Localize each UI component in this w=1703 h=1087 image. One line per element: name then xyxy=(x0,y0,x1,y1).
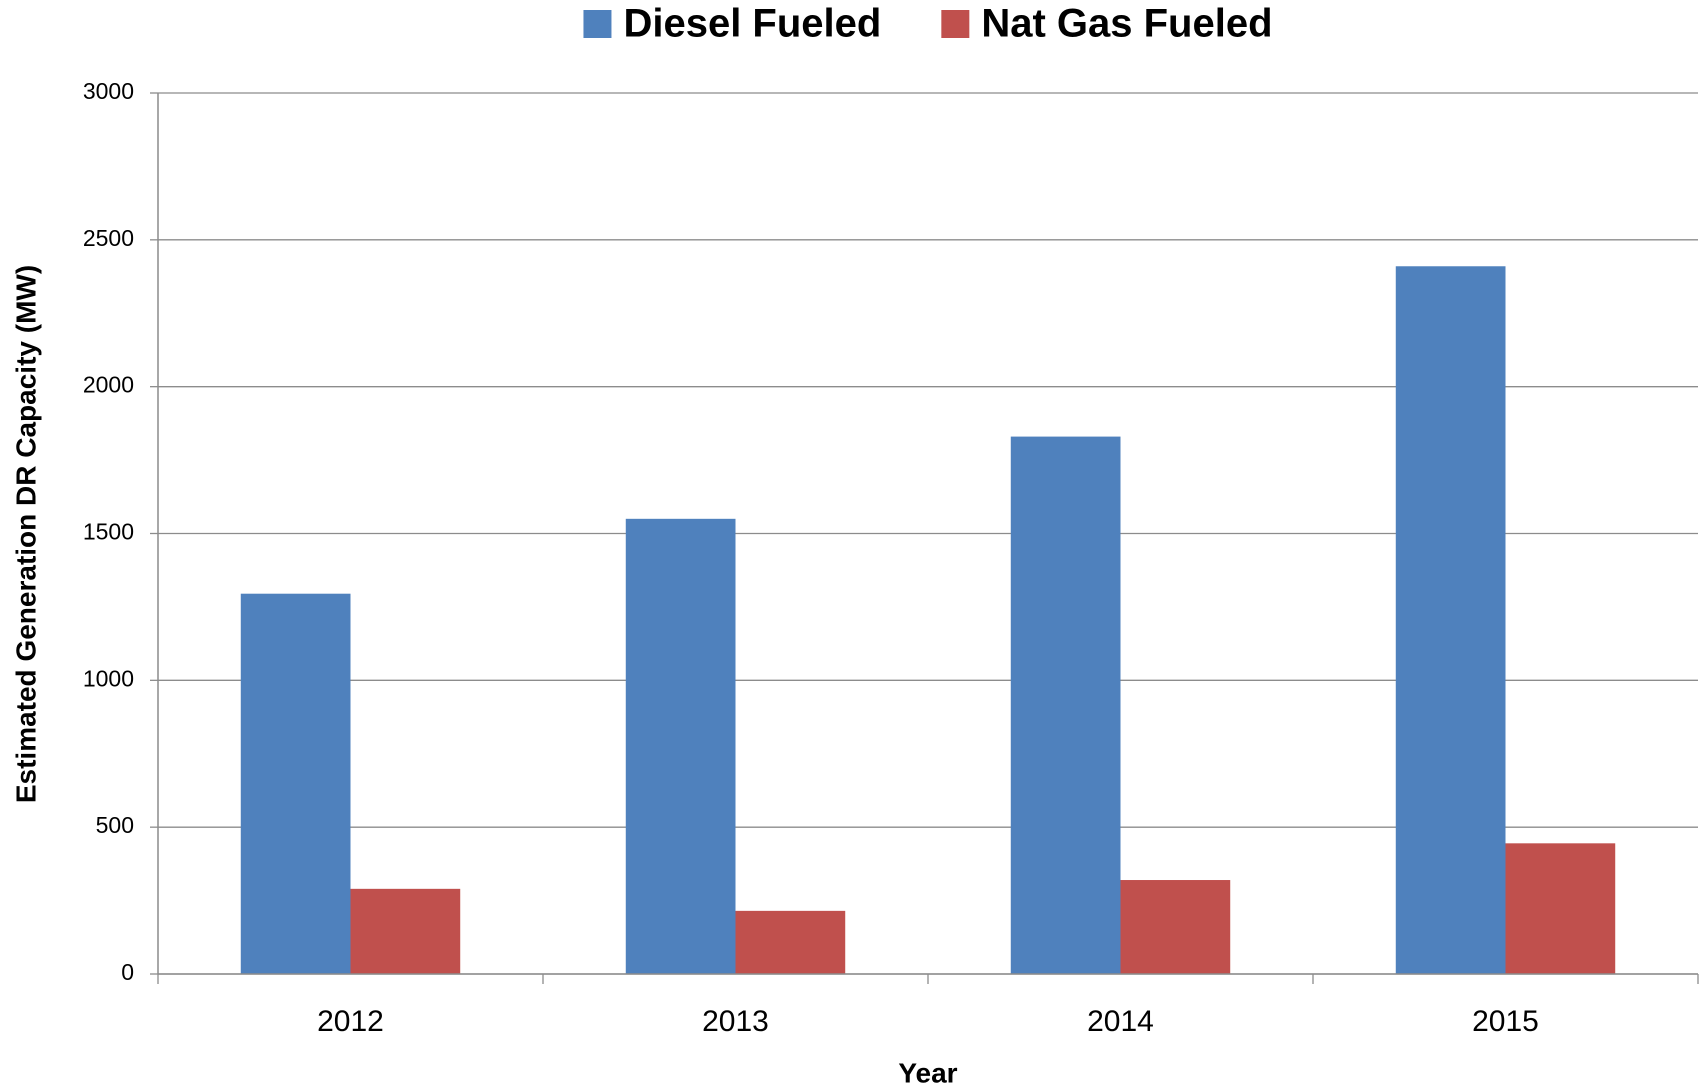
legend-swatch xyxy=(941,10,970,38)
x-tick-label: 2015 xyxy=(1472,1005,1539,1038)
bar xyxy=(1010,436,1121,975)
y-tick-label: 2500 xyxy=(83,225,134,251)
x-tick-label: 2013 xyxy=(702,1005,769,1038)
y-tick-label: 1500 xyxy=(83,519,134,545)
bar xyxy=(1395,266,1506,975)
legend: Diesel Fueled Nat Gas Fueled xyxy=(583,2,1273,46)
y-tick-label: 2000 xyxy=(83,372,134,398)
bar xyxy=(1505,843,1616,974)
legend-label: Diesel Fueled xyxy=(623,2,881,46)
legend-label: Nat Gas Fueled xyxy=(981,2,1272,46)
bar xyxy=(1120,880,1231,974)
x-axis-title: Year xyxy=(898,1057,957,1087)
y-tick-label: 0 xyxy=(121,959,134,985)
bar xyxy=(240,593,351,974)
x-tick-label: 2014 xyxy=(1087,1005,1154,1038)
bar xyxy=(350,888,461,974)
x-tick-label: 2012 xyxy=(317,1005,384,1038)
y-tick-label: 3000 xyxy=(83,78,134,104)
y-tick-label: 1000 xyxy=(83,665,134,691)
legend-swatch xyxy=(583,10,612,38)
bar xyxy=(625,518,736,974)
y-tick-label: 500 xyxy=(96,812,134,838)
y-axis-title: Estimated Generation DR Capacity (MW) xyxy=(10,265,41,803)
bar xyxy=(735,910,846,974)
